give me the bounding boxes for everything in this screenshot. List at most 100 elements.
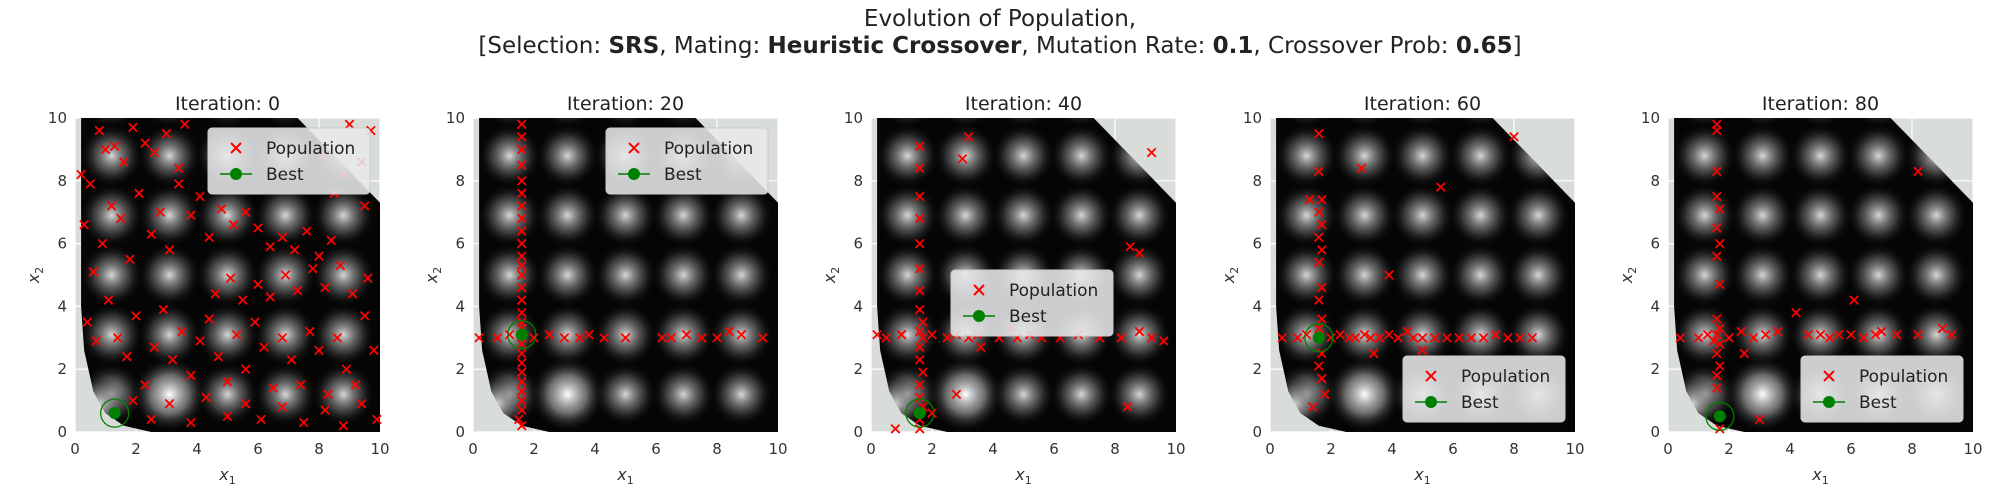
population-point: [362, 273, 373, 283]
y-axis-label: x2: [1219, 267, 1241, 284]
legend-population-marker: [230, 142, 242, 154]
population-point: [516, 132, 527, 142]
population-point: [516, 307, 527, 318]
population-point: [106, 201, 117, 211]
figure-title-part: , Mutation Rate:: [1021, 33, 1213, 59]
best-point: [108, 407, 121, 420]
legend: Population Best: [207, 127, 371, 195]
population-point: [277, 332, 288, 343]
population-point: [231, 329, 242, 340]
x-tick-label: 10: [1963, 440, 1982, 458]
population-point: [599, 332, 609, 343]
y-tick-label: 6: [57, 235, 67, 253]
population-point: [516, 226, 527, 236]
legend-population-label: Population: [1461, 367, 1550, 387]
population-point: [724, 326, 735, 337]
population-point: [128, 122, 138, 133]
population-point: [1393, 332, 1403, 343]
population-point: [712, 332, 722, 343]
population-point: [516, 358, 527, 368]
population-point: [100, 144, 111, 155]
figure-title-line1: Evolution of Population,: [863, 6, 1137, 32]
y-axis-label: x2: [422, 267, 444, 284]
figure-title-part: ]: [1512, 33, 1522, 59]
x-tick-label: 4: [1785, 440, 1795, 458]
legend-best-label: Best: [664, 165, 702, 185]
population-point: [338, 420, 349, 431]
y-tick-label: 6: [1650, 235, 1660, 253]
population-point: [516, 238, 527, 249]
population-point: [574, 332, 585, 343]
population-point: [94, 125, 105, 136]
population-point: [1711, 223, 1722, 233]
y-tick-label: 6: [1252, 235, 1262, 253]
population-point: [359, 201, 370, 211]
population-point: [1429, 332, 1440, 343]
x-tick-label: 6: [1049, 440, 1059, 458]
population-point: [204, 232, 215, 243]
population-point: [1408, 332, 1419, 343]
legend: Population Best: [950, 269, 1114, 337]
legend-best-marker: [1425, 396, 1437, 408]
population-point: [1748, 332, 1759, 343]
y-tick-label: 10: [1243, 109, 1262, 127]
population-point: [1846, 329, 1856, 340]
population-point: [927, 329, 937, 340]
figure-title-line2: [Selection: SRS, Mating: Heuristic Cross…: [0, 33, 2000, 59]
population-point: [657, 332, 667, 343]
population-point: [1527, 332, 1538, 343]
population-point: [1350, 332, 1361, 343]
population-point: [149, 342, 160, 353]
y-axis-label: x2: [1617, 267, 1639, 284]
population-point: [1833, 329, 1844, 340]
subplot-title: Iteration: 0: [175, 93, 280, 115]
population-point: [942, 332, 953, 343]
legend: Population Best: [605, 127, 769, 195]
y-tick-label: 10: [844, 109, 863, 127]
legend-best-label: Best: [1009, 307, 1047, 327]
population-point: [112, 332, 123, 343]
legend-population-label: Population: [1859, 367, 1948, 387]
y-tick-label: 8: [1650, 172, 1660, 190]
figure-title-part: Heuristic Crossover: [767, 33, 1022, 59]
y-tick-label: 8: [853, 172, 863, 190]
population-point: [516, 119, 527, 130]
population-point: [1711, 125, 1722, 136]
population-point: [109, 141, 120, 152]
population-point: [1368, 348, 1379, 359]
population-point: [1313, 232, 1324, 243]
y-tick-label: 8: [57, 172, 67, 190]
population-point: [516, 376, 527, 387]
population-point: [320, 405, 330, 415]
best-point-ring: [507, 320, 537, 350]
population-point: [1913, 166, 1923, 177]
population-series: [474, 119, 768, 431]
population-point: [914, 191, 925, 202]
population-point: [1711, 383, 1722, 393]
population-point: [253, 279, 263, 290]
legend-best-label: Best: [266, 165, 304, 185]
x-tick-label: 8: [314, 440, 324, 458]
population-point: [164, 245, 175, 255]
population-point: [292, 285, 303, 296]
population-point: [225, 273, 236, 283]
population-point: [1891, 329, 1902, 340]
population-point: [265, 292, 276, 302]
y-tick-label: 4: [57, 297, 67, 315]
x-tick-label: 2: [1724, 440, 1734, 458]
population-point: [1384, 270, 1394, 280]
population-point: [222, 376, 233, 387]
population-point: [975, 342, 986, 353]
population-point: [125, 254, 135, 265]
population-point: [1313, 257, 1324, 268]
population-point: [369, 345, 379, 356]
figure-title-part: , Crossover Prob:: [1253, 33, 1456, 59]
subplot-2: 0 2 4 6 8 10 0 2 4 6 8 10 x1 x2 Iteration: 40 Populatio…: [820, 93, 1186, 487]
population-point: [1858, 332, 1869, 343]
legend-box: [1402, 355, 1566, 423]
population-point: [1146, 332, 1157, 343]
population-point: [1454, 332, 1464, 343]
population-point: [356, 398, 367, 409]
best-point-ring: [100, 398, 130, 428]
population-point: [341, 364, 352, 375]
